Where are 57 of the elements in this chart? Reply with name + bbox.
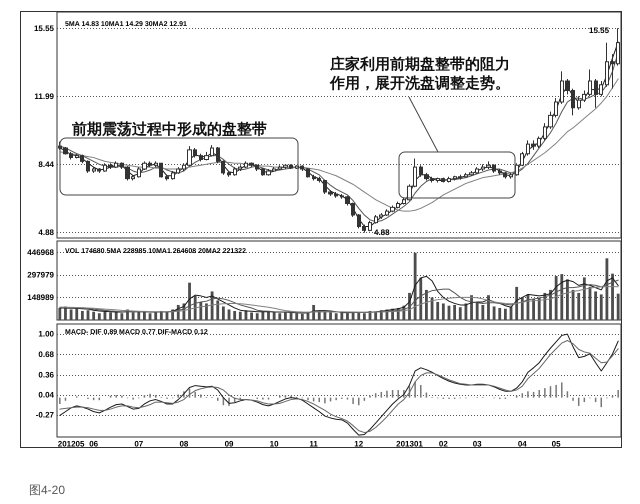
candlestick (227, 170, 231, 178)
caption: 图4-20 (29, 483, 66, 497)
y-tick-label: 0.04 (38, 390, 55, 400)
x-tick-label: 09 (224, 440, 234, 448)
bar (346, 313, 349, 320)
x-tick-label: 201301 (396, 440, 424, 448)
y-tick-label: 446968 (27, 248, 55, 258)
x-tick-label: 04 (518, 440, 528, 448)
x-tick-label: 06 (89, 440, 99, 448)
y-tick-label: 8.44 (38, 160, 55, 169)
candlestick (447, 176, 451, 183)
candlestick (306, 168, 310, 178)
bar (244, 310, 248, 320)
y-tick-label: 11.99 (34, 92, 55, 101)
annotation: 15.55 (589, 26, 610, 35)
y-tick-label: 0.68 (38, 350, 55, 359)
bar (228, 309, 230, 320)
x-tick-label: 05 (552, 440, 562, 448)
bar (504, 308, 507, 320)
candlestick (368, 220, 372, 232)
bar (98, 313, 101, 320)
line-series (59, 286, 619, 313)
bar (448, 306, 450, 320)
bar (256, 313, 259, 320)
y-tick-label: -0.27 (36, 410, 55, 420)
bar (453, 304, 456, 320)
bar (464, 303, 468, 320)
x-tick-label: 201205 (58, 440, 85, 448)
y-tick-label: 4.88 (38, 228, 55, 238)
x-tick-label: 12 (354, 440, 364, 448)
y-tick-label: 148989 (27, 293, 55, 302)
bar (238, 312, 242, 320)
y-tick-label: 297979 (27, 270, 55, 280)
x-tick-label: 10 (270, 440, 280, 448)
y-tick-label: 15.55 (34, 24, 55, 33)
bar (222, 306, 225, 320)
y-tick-label: 1.00 (38, 330, 55, 339)
bar (250, 312, 253, 320)
x-tick-label: 08 (179, 440, 189, 448)
bar (80, 310, 84, 320)
y-tick-label: 0.36 (38, 370, 55, 380)
x-tick-label: 07 (134, 440, 144, 448)
candlestick (509, 172, 513, 180)
bar (492, 306, 496, 320)
bar (442, 303, 445, 320)
x-tick-label: 11 (309, 440, 318, 448)
bar (70, 309, 73, 320)
annotation: 前期震荡过程中形成的盘整带 (72, 120, 268, 138)
annotation: 庄家利用前期盘整带的阻力作用，展开洗盘调整走势。 (330, 55, 511, 93)
candlestick (588, 68, 592, 97)
bar (458, 307, 462, 320)
annotation: 4.88 (374, 228, 390, 237)
x-tick-label: 02 (438, 440, 448, 448)
candlestick (165, 174, 169, 182)
x-tick-label: 03 (472, 440, 482, 448)
bar (334, 313, 338, 320)
candlestick (86, 160, 90, 174)
